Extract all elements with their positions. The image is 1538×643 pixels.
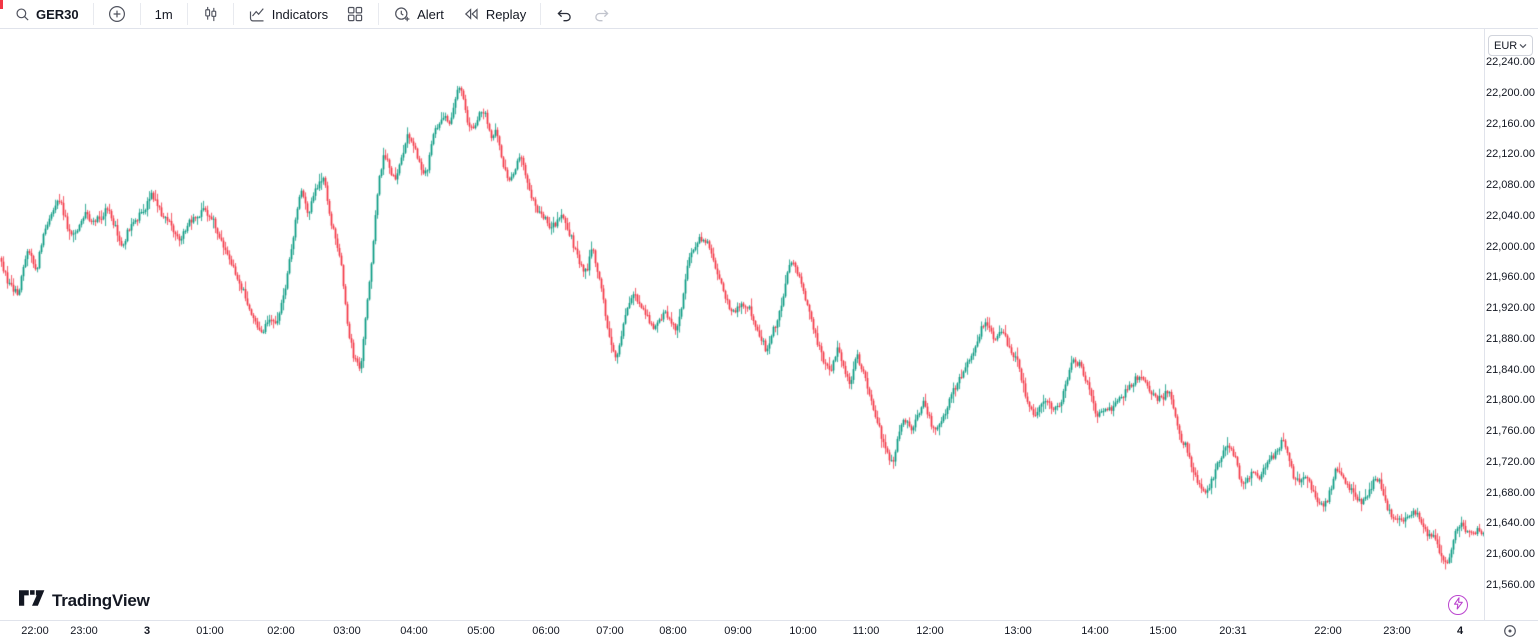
search-icon [15, 7, 30, 22]
time-axis-label: 23:00 [1383, 625, 1411, 637]
price-axis-label: 21,920.00 [1486, 302, 1535, 314]
toolbar-separator [540, 3, 542, 25]
time-axis-label: 14:00 [1081, 625, 1109, 637]
time-axis-label: 12:00 [916, 625, 944, 637]
alert-button[interactable]: Alert [384, 2, 453, 26]
toolbar-separator [186, 3, 188, 25]
tradingview-logo-mark-icon [19, 589, 45, 612]
replay-rewind-icon [462, 5, 480, 23]
time-axis-label: 10:00 [789, 625, 817, 637]
price-axis-label: 22,160.00 [1486, 117, 1535, 130]
replay-label: Replay [485, 6, 527, 22]
toolbar-separator [139, 3, 141, 25]
price-axis-label: 22,040.00 [1486, 209, 1535, 222]
redo-button[interactable] [583, 2, 620, 26]
add-symbol-button[interactable] [99, 2, 135, 26]
time-axis-label: 08:00 [659, 625, 687, 637]
interval-button[interactable]: 1m [146, 2, 182, 26]
time-axis-label: 13:00 [1004, 625, 1032, 637]
price-axis-label: 21,960.00 [1486, 271, 1535, 284]
price-axis-label: 22,240.00 [1486, 56, 1535, 68]
price-axis-label: 21,600.00 [1486, 548, 1535, 560]
price-axis[interactable]: EUR 22,240.00 22,200.00 22,160.00 22,120.00… [1484, 29, 1538, 620]
time-axis-label: 07:00 [596, 625, 624, 637]
time-axis-label: 04:00 [400, 625, 428, 637]
price-axis-label: 21,640.00 [1486, 517, 1535, 530]
price-axis-label: 22,120.00 [1486, 148, 1535, 161]
tradingview-logo[interactable]: TradingView [19, 589, 150, 612]
symbol-name: GER30 [36, 6, 79, 22]
price-axis-label: 21,760.00 [1486, 425, 1535, 437]
chart-pane[interactable]: TradingView [0, 29, 1484, 620]
time-axis-label: 22:00 [1314, 625, 1342, 637]
price-axis-label: 22,000.00 [1486, 240, 1535, 253]
tradingview-logo-text: TradingView [52, 590, 150, 610]
candlestick-style-icon [202, 5, 219, 23]
undo-icon [555, 6, 574, 23]
quick-order-lightning-button[interactable] [1448, 595, 1468, 615]
time-axis-label: 20:31 [1219, 625, 1247, 637]
time-axis-label: 4 [1456, 625, 1464, 637]
price-axis-label: 21,800.00 [1486, 394, 1535, 407]
time-axis-label: 09:00 [724, 625, 752, 637]
time-axis[interactable]: 22:00 23:00 3 01:00 02:00 03:00 04:00 05:00 06:0… [0, 620, 1538, 643]
toolbar-separator [232, 3, 234, 25]
time-axis-label: 3 [143, 625, 151, 637]
time-axis-label: 23:00 [70, 625, 98, 637]
time-axis-label: 03:00 [333, 625, 361, 637]
time-axis-label: 22:00 [21, 625, 49, 637]
price-axis-label: 22,200.00 [1486, 86, 1535, 99]
price-axis-label: 21,560.00 [1486, 578, 1535, 591]
replay-button[interactable]: Replay [453, 2, 535, 26]
symbol-search-button[interactable]: GER30 [6, 2, 88, 26]
toolbar-separator [92, 3, 94, 25]
indicators-button[interactable]: Indicators [239, 2, 337, 26]
undo-button[interactable] [546, 2, 583, 26]
lightning-bolt-icon [1453, 597, 1464, 613]
currency-selector-button[interactable]: EUR [1488, 35, 1533, 56]
layout-grid-icon [346, 5, 364, 23]
chart-style-button[interactable] [193, 2, 228, 26]
candlestick-chart-canvas[interactable] [0, 29, 1484, 620]
price-axis-label: 21,720.00 [1486, 455, 1535, 468]
time-axis-label: 11:00 [852, 625, 880, 637]
alert-clock-icon [393, 5, 411, 23]
price-axis-label: 22,080.00 [1486, 179, 1535, 191]
time-axis-label: 05:00 [467, 625, 495, 637]
time-axis-label: 02:00 [267, 625, 295, 637]
top-toolbar: GER30 1m [0, 0, 1538, 29]
toolbar-separator [378, 3, 380, 25]
chart-main-area: TradingView EUR 22,240.00 22,200.00 22,160… [0, 29, 1538, 620]
indicators-label: Indicators [271, 6, 329, 22]
time-axis-label: 01:00 [196, 625, 224, 637]
chevron-down-icon [1519, 40, 1527, 52]
currency-label: EUR [1494, 39, 1518, 52]
indicators-icon [248, 5, 266, 23]
layout-templates-button[interactable] [337, 2, 373, 26]
time-axis-label: 06:00 [532, 625, 560, 637]
add-symbol-plus-icon [108, 5, 126, 23]
interval-label: 1m [154, 6, 173, 22]
price-axis-label: 21,880.00 [1486, 332, 1535, 345]
alert-label: Alert [417, 6, 444, 22]
clipped-red-element [0, 0, 3, 9]
timezone-target-icon[interactable] [1503, 624, 1517, 643]
redo-icon [592, 6, 611, 23]
price-axis-label: 21,680.00 [1486, 486, 1535, 499]
price-axis-label: 21,840.00 [1486, 363, 1535, 376]
time-axis-label: 15:00 [1149, 625, 1177, 637]
